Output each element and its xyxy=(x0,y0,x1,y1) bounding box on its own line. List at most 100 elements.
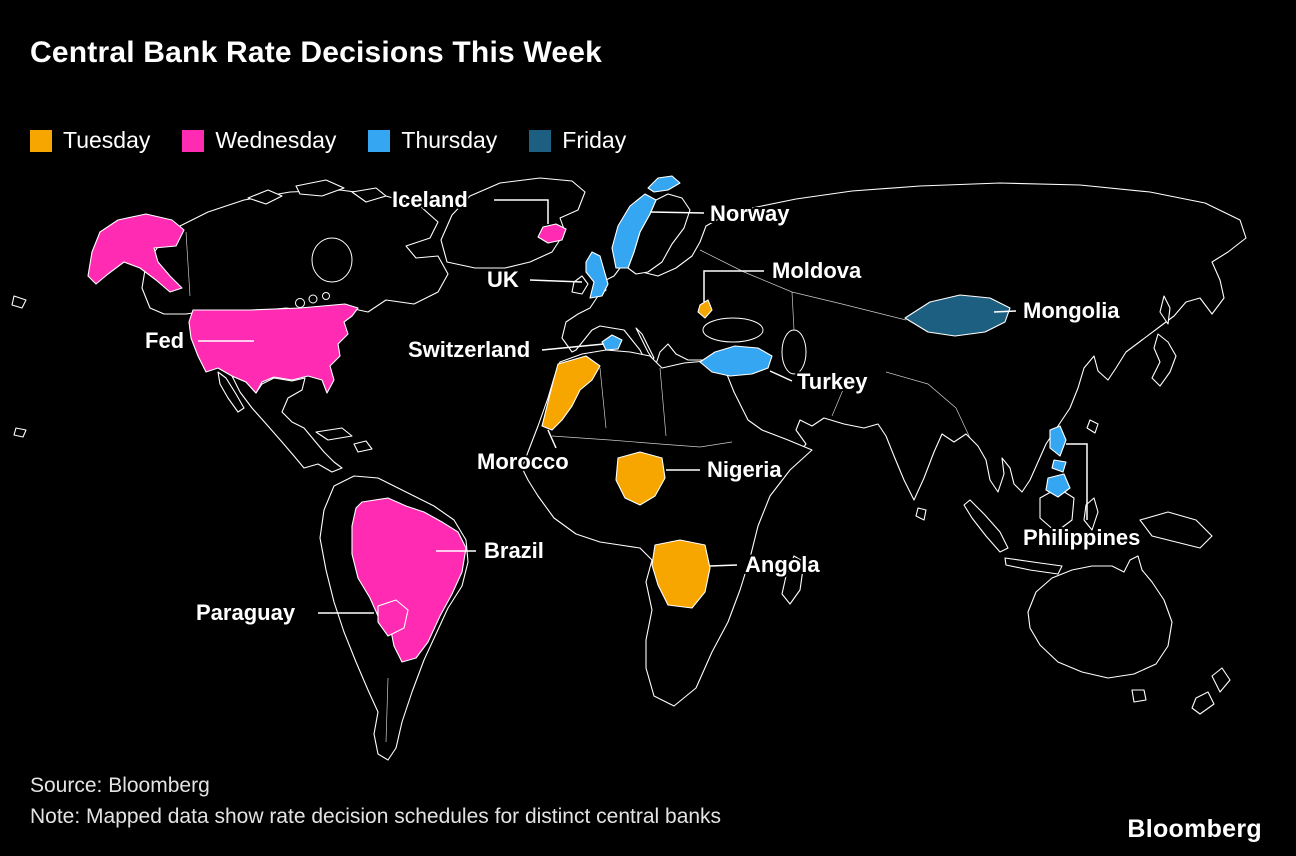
moldova-shape xyxy=(697,299,713,319)
friday-swatch xyxy=(529,129,552,152)
new-guinea-shape xyxy=(1139,511,1213,549)
java-shape xyxy=(1004,557,1063,575)
turkey-label: Turkey xyxy=(797,369,868,394)
morocco-leader-line xyxy=(547,429,557,449)
taiwan-shape xyxy=(1086,419,1099,434)
hudson-bay xyxy=(311,237,353,283)
sakhalin-shape xyxy=(1159,295,1171,325)
usa-shape xyxy=(87,213,359,394)
country-border-line xyxy=(791,291,795,331)
greenland-shape xyxy=(440,177,586,269)
sri-lanka-shape xyxy=(915,507,927,521)
great-lake xyxy=(295,298,305,308)
new-zealand-north-shape xyxy=(1211,667,1231,693)
mongolia-label: Mongolia xyxy=(1023,298,1120,323)
thursday-swatch xyxy=(368,129,391,152)
great-lake xyxy=(322,292,330,300)
norway-leader-line xyxy=(649,211,705,214)
footer: Source: Bloomberg Note: Mapped data show… xyxy=(30,770,721,832)
switzerland-shape xyxy=(601,334,623,351)
brazil-shape xyxy=(351,497,467,663)
country-border-line xyxy=(885,371,971,439)
source-text: Source: Bloomberg xyxy=(30,774,210,797)
country-border-line xyxy=(551,435,733,448)
page-title: Central Bank Rate Decisions This Week xyxy=(30,36,603,69)
uk-leader-line xyxy=(529,279,583,283)
angola-shape xyxy=(651,539,711,609)
legend-label-thursday: Thursday xyxy=(401,127,498,153)
hispaniola-shape xyxy=(353,440,373,453)
wednesday-swatch xyxy=(182,129,205,152)
morocco-shape xyxy=(541,355,601,431)
philippines-label: Philippines xyxy=(1023,525,1140,550)
turkey-leader-line xyxy=(769,370,793,382)
brazil-label: Brazil xyxy=(484,538,544,563)
eurasia-shape xyxy=(561,182,1247,501)
mindanao-shape xyxy=(1045,473,1071,498)
legend-item-thursday: Thursday xyxy=(368,127,497,154)
moldova-label: Moldova xyxy=(772,258,862,283)
paraguay-shape xyxy=(377,599,409,637)
morocco-label: Morocco xyxy=(477,449,569,474)
alaska-shape xyxy=(87,213,185,293)
angola-leader-line xyxy=(709,564,738,567)
switzerland-leader-line xyxy=(541,343,605,351)
nigeria-shape xyxy=(615,451,666,506)
country-border-line xyxy=(185,231,191,297)
philippines-shape xyxy=(1045,425,1071,498)
new-zealand-south-shape xyxy=(1191,691,1215,715)
sumatra-shape xyxy=(963,499,1009,553)
luzon-shape xyxy=(1049,425,1067,457)
paraguay-label: Paraguay xyxy=(196,600,296,625)
iceland-leader-line xyxy=(494,199,549,224)
country-border-line xyxy=(385,677,389,743)
arctic-island-shape xyxy=(351,187,387,203)
country-border-line xyxy=(599,367,607,429)
arctic-island-shape xyxy=(247,189,283,205)
iceland-shape xyxy=(537,223,567,244)
country-border-line xyxy=(659,367,667,437)
legend-item-friday: Friday xyxy=(529,127,626,154)
legend-label-friday: Friday xyxy=(562,127,627,153)
bloomberg-logo: Bloomberg xyxy=(1127,815,1262,843)
madagascar-shape xyxy=(781,555,805,605)
visayas-shape xyxy=(1051,459,1067,473)
australia-shape xyxy=(1027,555,1173,679)
philippines-leader-line xyxy=(1066,443,1088,520)
cuba-shape xyxy=(315,427,353,441)
uk-label: UK xyxy=(487,267,519,292)
country-border-line xyxy=(831,377,849,417)
black-sea xyxy=(702,317,764,343)
angola-label: Angola xyxy=(745,552,820,577)
fed-label: Fed xyxy=(145,328,184,353)
great-lake xyxy=(308,294,318,304)
nigeria-label: Nigeria xyxy=(707,457,782,482)
country-border-line xyxy=(699,249,907,321)
iceland-label: Iceland xyxy=(392,187,468,212)
norway-shape xyxy=(611,193,657,269)
uk-shape xyxy=(585,251,609,299)
legend-label-wednesday: Wednesday xyxy=(215,127,337,153)
usa-mainland-shape xyxy=(188,303,359,394)
mexico-central-america-shape xyxy=(231,375,343,473)
moldova-leader-line xyxy=(703,270,764,302)
japan-shape xyxy=(1151,333,1177,387)
note-text: Note: Mapped data show rate decision sch… xyxy=(30,805,722,828)
legend-item-wednesday: Wednesday xyxy=(182,127,336,154)
ireland-shape xyxy=(571,275,589,295)
legend-item-tuesday: Tuesday xyxy=(30,127,150,154)
norway-label: Norway xyxy=(710,201,790,226)
mongolia-shape xyxy=(904,294,1011,337)
legend: Tuesday Wednesday Thursday Friday xyxy=(30,127,626,154)
svalbard-shape xyxy=(647,175,681,193)
map-edge-fragment xyxy=(11,295,27,309)
tuesday-swatch xyxy=(30,129,52,152)
map-edge-fragment xyxy=(13,427,27,438)
switzerland-label: Switzerland xyxy=(408,337,530,362)
baja-california-shape xyxy=(217,371,245,413)
turkey-shape xyxy=(699,345,773,377)
legend-label-tuesday: Tuesday xyxy=(63,127,151,153)
mongolia-leader-line xyxy=(993,310,1017,313)
caspian-sea xyxy=(781,329,807,375)
